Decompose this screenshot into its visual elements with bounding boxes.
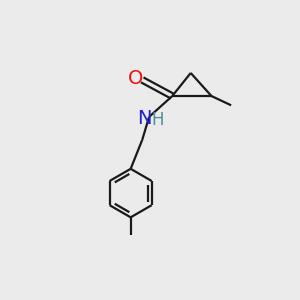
Text: N: N [137,109,151,128]
Text: H: H [152,111,164,129]
Text: O: O [128,68,143,88]
